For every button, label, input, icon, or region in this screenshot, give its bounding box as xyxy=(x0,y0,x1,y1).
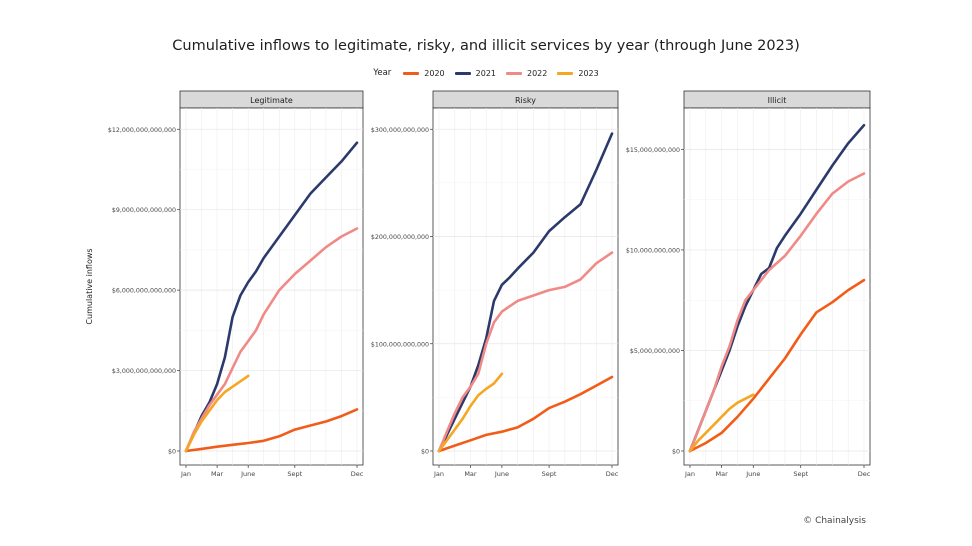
y-tick-label: $15,000,000,000 xyxy=(626,147,680,154)
x-tick-label: Sept xyxy=(542,470,557,478)
x-tick-label: Sept xyxy=(793,470,808,478)
legend-item-2022: 2022 xyxy=(506,69,547,78)
plot-panel xyxy=(683,107,871,466)
series-line-2021 xyxy=(184,141,359,453)
panel-illicit: Illicit $0 $5,000,000,000 $10,000,000,000 $1… xyxy=(626,90,871,478)
y-tick-label: $3,000,000,000,000 xyxy=(112,368,176,375)
panel-risky: Risky $0 $100,000,000,000 $200,000,000,000 $… xyxy=(371,90,619,478)
legend-item-2020: 2020 xyxy=(403,68,445,78)
y-tick-label: $6,000,000,000,000 xyxy=(112,288,176,295)
x-tick-label: Jan xyxy=(684,470,695,478)
x-tick-label: Jan xyxy=(433,470,444,478)
series-line-2022 xyxy=(437,251,614,453)
legend-label-2023: 2023 xyxy=(578,68,599,78)
panel-strip-label: Illicit xyxy=(768,96,787,105)
y-tick-label: $0 xyxy=(421,449,429,456)
legend-item-2023: 2023 xyxy=(557,68,599,78)
x-tick-label: Sept xyxy=(287,470,302,478)
x-tick-label: June xyxy=(494,470,509,478)
y-tick-label: $0 xyxy=(672,449,680,456)
legend: Year 2020 2021 2022 2023 xyxy=(0,66,972,80)
series-line-2020 xyxy=(688,278,866,453)
legend-label-2022: 2022 xyxy=(527,68,548,78)
x-tick-label: Mar xyxy=(716,470,729,478)
y-tick-label: $200,000,000,000 xyxy=(371,234,429,241)
legend-swatch-2021 xyxy=(454,71,471,75)
y-axis-label: Cumulative inflows xyxy=(85,248,94,324)
y-tick-label: $0 xyxy=(168,449,176,456)
y-tick-label: $5,000,000,000 xyxy=(630,348,680,355)
legend-swatch-2020 xyxy=(403,71,420,75)
series-line-2022 xyxy=(184,227,359,453)
y-tick-label: $10,000,000,000 xyxy=(626,247,680,254)
legend-swatch-2023 xyxy=(557,71,574,75)
series-line-2020 xyxy=(184,408,359,453)
y-tick-label: $9,000,000,000,000 xyxy=(112,207,176,214)
x-tick-label: Dec xyxy=(606,470,619,478)
y-tick-label: $100,000,000,000 xyxy=(371,341,429,348)
legend-title: Year xyxy=(373,68,392,78)
legend-label-2020: 2020 xyxy=(424,68,445,78)
panel-strip-label: Legitimate xyxy=(250,96,293,105)
x-tick-label: June xyxy=(745,470,760,478)
legend-item-2021: 2021 xyxy=(454,68,496,78)
series-line-2022 xyxy=(688,172,866,453)
panel-strip-label: Risky xyxy=(515,96,536,105)
series-line-2021 xyxy=(437,132,614,453)
x-tick-label: June xyxy=(240,470,255,478)
x-tick-label: Dec xyxy=(351,470,364,478)
series-line-2023 xyxy=(688,393,755,453)
x-tick-label: Jan xyxy=(180,470,191,478)
y-tick-label: $300,000,000,000 xyxy=(371,127,429,134)
legend-swatch-2022 xyxy=(506,71,522,75)
x-tick-label: Dec xyxy=(858,470,871,478)
series-line-2023 xyxy=(437,372,504,453)
legend-label-2021: 2021 xyxy=(475,68,496,78)
y-tick-label: $12,000,000,000,000 xyxy=(108,127,176,134)
series-line-2023 xyxy=(184,374,250,453)
plot-panel xyxy=(432,107,619,466)
chart-title: Cumulative inflows to legitimate, risky,… xyxy=(172,38,800,54)
x-tick-label: Mar xyxy=(211,470,224,478)
credit: © Chainalysis xyxy=(803,516,866,526)
x-tick-label: Mar xyxy=(464,470,477,478)
panel-legitimate: Legitimate $0 $3,000,000,000,000 $6,000,000… xyxy=(85,90,364,478)
series-line-2020 xyxy=(437,375,614,453)
